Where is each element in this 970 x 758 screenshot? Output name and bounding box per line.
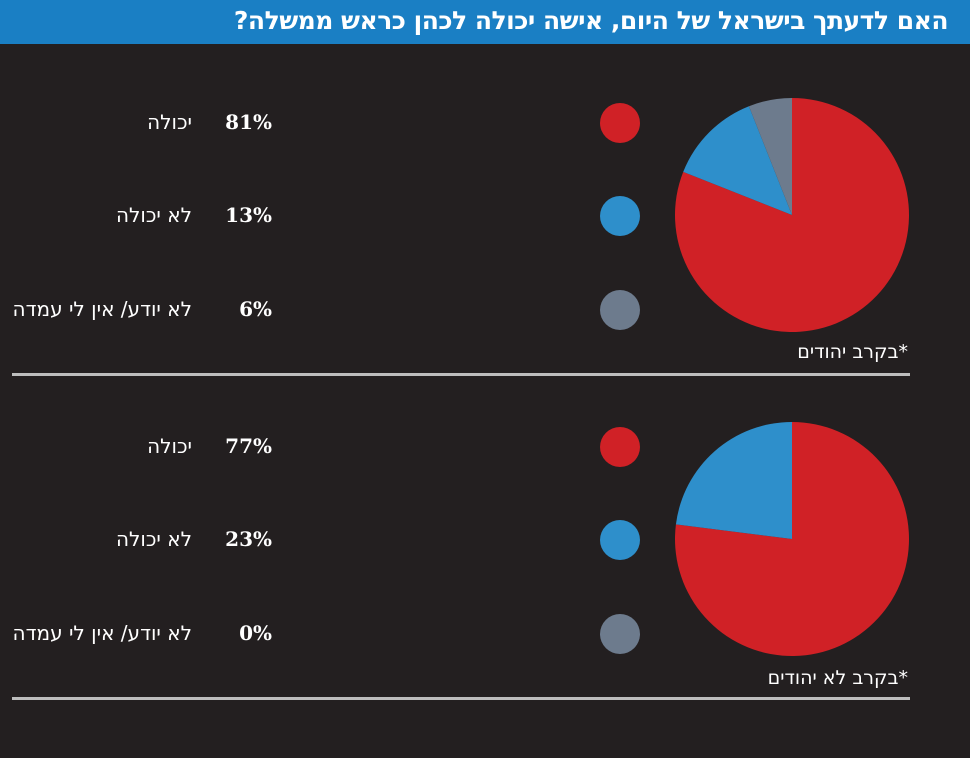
legend-value-unknown: 6% — [239, 297, 272, 321]
legend-label-unknown: לא יודע/ אין לי עמדה — [12, 621, 192, 645]
legend-item-unknown: 0% לא יודע/ אין לי עמדה — [0, 612, 660, 656]
legend-item-can: 77% יכולה — [0, 425, 660, 469]
legend-value-can: 81% — [225, 110, 272, 134]
legend-value-cannot: 23% — [225, 527, 272, 551]
legend-label-can: יכולה — [147, 110, 192, 134]
pie-slice-unknown — [748, 98, 792, 215]
legend-label-unknown: לא יודע/ אין לי עמדה — [12, 297, 192, 321]
legend-value-cannot: 13% — [225, 203, 272, 227]
chart-panel-non-jews: 77% יכולה 23% לא יכולה 0% לא יודע/ אין ל… — [0, 422, 970, 752]
legend-item-can: 81% יכולה — [0, 101, 660, 145]
legend-swatch-cannot — [600, 520, 640, 560]
chart-panel-jews: 81% יכולה 13% לא יכולה 6% לא יודע/ אין ל… — [0, 98, 970, 428]
divider — [12, 373, 910, 376]
legend-label-cannot: לא יכולה — [115, 527, 192, 551]
pie-chart-non-jews — [675, 422, 909, 656]
legend-swatch-unknown — [600, 290, 640, 330]
legend-item-cannot: 23% לא יכולה — [0, 518, 660, 562]
legend-value-unknown: 0% — [239, 621, 272, 645]
legend-swatch-cannot — [600, 196, 640, 236]
legend-label-cannot: לא יכולה — [115, 203, 192, 227]
chart-title: האם לדעתך בישראל של היום, אישה יכולה לכה… — [233, 6, 949, 35]
legend-item-unknown: 6% לא יודע/ אין לי עמדה — [0, 288, 660, 332]
header-bar: האם לדעתך בישראל של היום, אישה יכולה לכה… — [0, 0, 970, 44]
legend-swatch-can — [600, 427, 640, 467]
legend-label-can: יכולה — [147, 434, 192, 458]
legend-swatch-can — [600, 103, 640, 143]
population-note: *בקרב לא יהודים — [767, 667, 908, 689]
legend-item-cannot: 13% לא יכולה — [0, 194, 660, 238]
legend-swatch-unknown — [600, 614, 640, 654]
pie-slice-cannot — [675, 422, 792, 539]
pie-chart-jews — [675, 98, 909, 332]
population-note: *בקרב יהודים — [797, 341, 908, 363]
divider — [12, 697, 910, 700]
legend-value-can: 77% — [225, 434, 272, 458]
pie-slice-cannot — [683, 106, 792, 215]
